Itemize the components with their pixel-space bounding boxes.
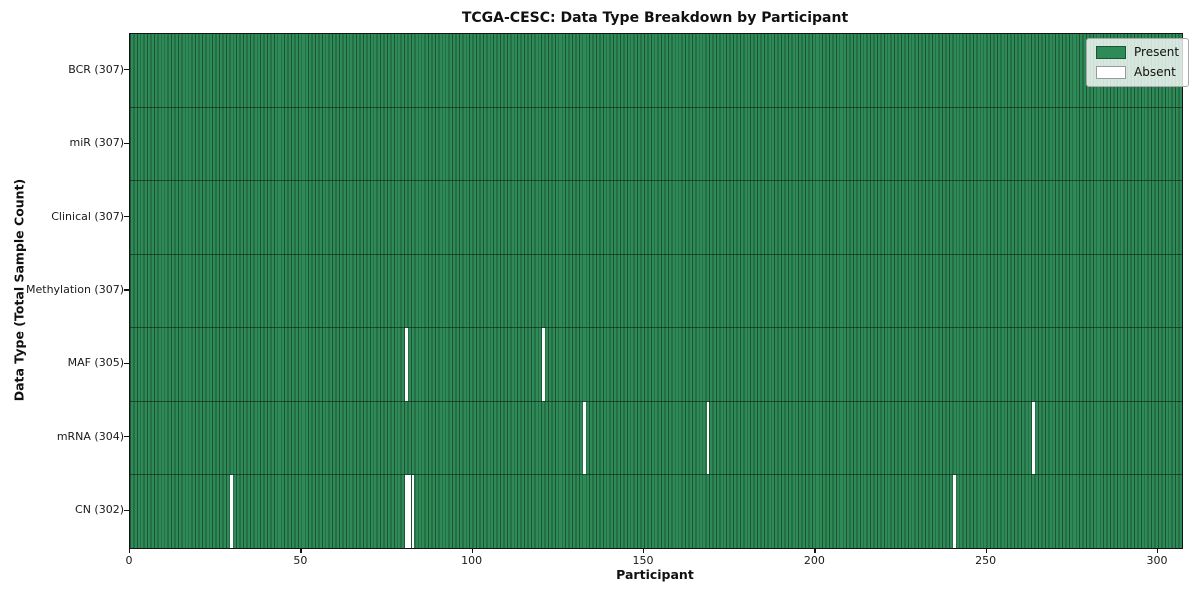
y-tick-mark xyxy=(124,289,129,291)
absent-cell-mrna-132 xyxy=(583,401,586,475)
absent-cell-cn-81 xyxy=(408,475,411,549)
x-tick-label-300: 300 xyxy=(1146,554,1168,567)
y-tick-label-bcr: BCR (307) xyxy=(68,62,124,76)
x-tick-mark xyxy=(985,548,987,553)
heatmap-row-cn xyxy=(130,475,1182,549)
x-tick-mark xyxy=(471,548,473,553)
x-tick-mark xyxy=(643,548,645,553)
heatmap-row-mir xyxy=(130,107,1182,182)
absent-cell-cn-240 xyxy=(953,475,956,549)
x-tick-label-150: 150 xyxy=(632,554,654,567)
chart-title: TCGA-CESC: Data Type Breakdown by Partic… xyxy=(461,10,849,26)
absent-swatch xyxy=(1096,66,1126,79)
legend-entry-absent: Absent xyxy=(1096,66,1179,79)
y-tick-label-maf: MAF (305) xyxy=(67,356,124,370)
x-tick-mark xyxy=(129,548,131,553)
x-tick-mark xyxy=(1157,548,1159,553)
y-tick-label-clinical: Clinical (307) xyxy=(51,209,124,223)
heatmap-row-bcr xyxy=(130,34,1182,108)
heatmap-row-methylation xyxy=(130,254,1182,329)
absent-cell-cn-29 xyxy=(230,475,233,549)
y-tick-mark xyxy=(124,215,129,218)
legend-present-label: Present xyxy=(1134,45,1180,59)
absent-cell-cn-82 xyxy=(411,475,415,549)
y-tick-mark xyxy=(124,362,129,365)
absent-cell-mrna-168 xyxy=(706,401,710,475)
heatmap-row-clinical xyxy=(130,181,1182,255)
x-tick-label-200: 200 xyxy=(803,554,825,567)
x-tick-label-250: 250 xyxy=(975,554,997,567)
absent-cell-cn-80 xyxy=(405,475,408,549)
y-tick-mark xyxy=(124,142,129,144)
x-tick-label-50: 50 xyxy=(293,554,308,567)
heatmap-row-mrna xyxy=(130,401,1182,476)
y-tick-mark xyxy=(124,509,129,511)
x-tick-label-0: 0 xyxy=(125,554,133,567)
y-tick-mark xyxy=(124,69,129,71)
x-tick-mark xyxy=(814,548,816,553)
heatmap-row-maf xyxy=(130,328,1182,402)
absent-cell-mrna-263 xyxy=(1032,401,1035,475)
legend: Present Absent xyxy=(1086,38,1190,87)
y-tick-label-mrna: mRNA (304) xyxy=(56,429,124,443)
legend-absent-label: Absent xyxy=(1134,65,1176,79)
absent-cell-maf-80 xyxy=(405,328,408,401)
x-tick-mark xyxy=(300,548,302,553)
x-tick-label-100: 100 xyxy=(461,554,483,567)
y-tick-mark xyxy=(124,436,129,438)
y-tick-label-cn: CN (302) xyxy=(75,503,124,517)
heatmap-plot-area xyxy=(129,33,1183,549)
present-swatch xyxy=(1096,46,1126,59)
y-tick-label-mir: miR (307) xyxy=(69,136,125,150)
legend-entry-present: Present xyxy=(1096,46,1179,59)
x-axis-label: Participant xyxy=(616,567,694,582)
y-tick-label-methylation: Methylation (307) xyxy=(26,283,124,296)
absent-cell-maf-120 xyxy=(542,328,545,401)
